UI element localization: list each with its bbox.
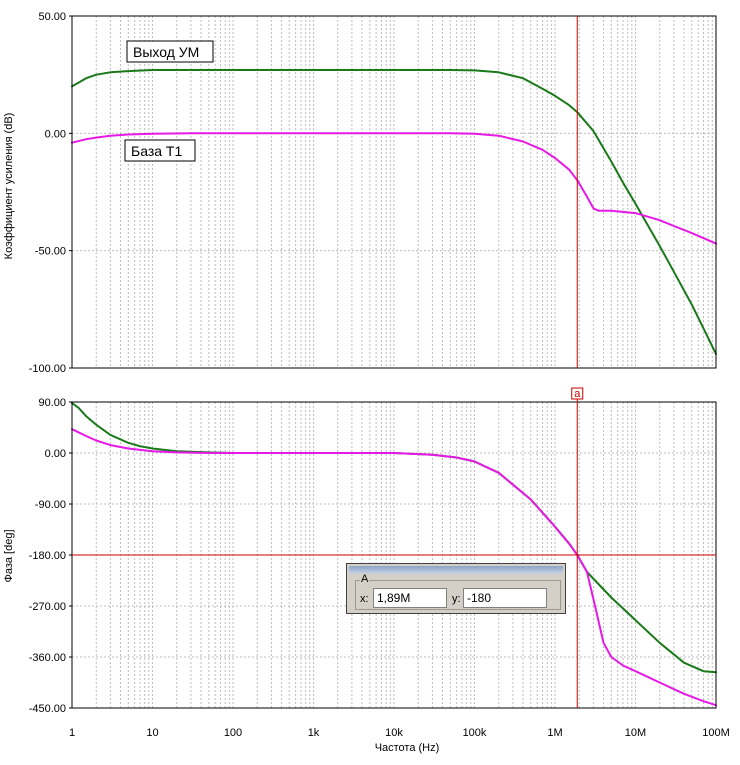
phase-y-tick-label: -180.00 — [29, 550, 66, 562]
x-tick-label: 10k — [385, 727, 403, 739]
magnitude-y-tick-label: -50.00 — [35, 246, 66, 258]
cursor-x-field[interactable]: 1,89M — [373, 588, 447, 608]
x-tick-label: 10 — [146, 727, 158, 739]
magnitude-y-tick-label: 0.00 — [45, 128, 66, 140]
annotation-base: База Т1 — [124, 139, 196, 162]
x-tick-label: 100k — [463, 727, 487, 739]
cursor-marker-label: a — [574, 388, 581, 400]
cursor-readout-group-title: A — [360, 573, 370, 585]
magnitude-y-ticks: 50.00 0.00 -50.00 -100.00 — [29, 11, 72, 375]
x-tick-label: 10M — [625, 727, 646, 739]
phase-y-tick-label: -360.00 — [29, 652, 66, 664]
cursor-readout-panel[interactable]: A x: 1,89M y: -180 — [346, 563, 566, 614]
cursor-y-label: y: — [452, 593, 461, 605]
cursor-readout-group: A x: 1,89M y: -180 — [355, 573, 561, 610]
cursor-x-label: x: — [360, 593, 369, 605]
phase-y-tick-label: -90.00 — [35, 499, 66, 511]
x-tick-label: 100 — [224, 727, 242, 739]
x-tick-label: 1 — [69, 727, 75, 739]
x-tick-label: 100M — [702, 727, 730, 739]
magnitude-grid — [72, 16, 716, 368]
annotation-base-label: База Т1 — [131, 143, 182, 159]
cursor-readout-titlebar[interactable] — [349, 566, 563, 574]
magnitude-plot-frame — [71, 15, 717, 369]
phase-y-ticks: 90.00 0.00 -90.00 -180.00 -270.00 -360.00 -450… — [29, 397, 72, 715]
x-tick-label: 1k — [308, 727, 320, 739]
cursor-y-field[interactable]: -180 — [463, 588, 547, 608]
annotation-output-label: Выход УМ — [133, 44, 199, 60]
magnitude-y-axis-label: Коэффициент усиления (dB) — [3, 113, 15, 260]
magnitude-y-tick-label: -100.00 — [29, 363, 66, 375]
magnitude-series-line-magenta — [71, 132, 717, 245]
phase-y-tick-label: -270.00 — [29, 601, 66, 613]
cursor-marker[interactable]: a — [571, 387, 584, 400]
phase-series-line-magenta — [71, 428, 717, 707]
phase-x-ticks: 1 10 100 1k 10k 100k 1M 10M 100M — [69, 727, 730, 739]
x-tick-label: 1M — [547, 727, 562, 739]
magnitude-y-tick-label: 50.00 — [38, 11, 66, 23]
magnitude-series-line-green — [71, 69, 717, 355]
phase-y-axis-label: Фаза [deg] — [3, 529, 15, 582]
x-axis-label: Частота (Hz) — [375, 742, 440, 754]
annotation-output: Выход УМ — [126, 40, 214, 63]
phase-y-tick-label: -450.00 — [29, 703, 66, 715]
phase-series — [71, 402, 717, 707]
phase-y-tick-label: 90.00 — [38, 397, 66, 409]
magnitude-series — [71, 69, 717, 355]
phase-y-tick-label: 0.00 — [45, 448, 66, 460]
